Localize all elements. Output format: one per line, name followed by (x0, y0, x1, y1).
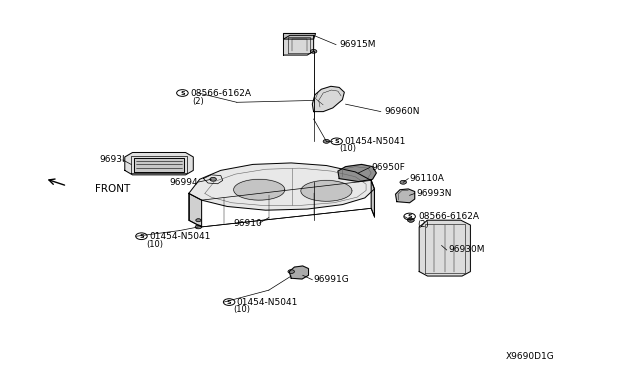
Text: (2): (2) (417, 220, 429, 229)
Text: 96110A: 96110A (410, 174, 444, 183)
Text: (10): (10) (234, 305, 251, 314)
Polygon shape (419, 220, 470, 276)
Polygon shape (289, 266, 308, 279)
Text: 96960N: 96960N (384, 107, 419, 116)
Polygon shape (284, 35, 314, 55)
Text: S: S (180, 90, 185, 96)
Polygon shape (125, 153, 193, 175)
Circle shape (408, 218, 414, 222)
Text: X9690D1G: X9690D1G (506, 352, 554, 361)
Polygon shape (301, 180, 352, 201)
Text: 96930M: 96930M (448, 246, 484, 254)
Text: 08566-6162A: 08566-6162A (418, 212, 479, 221)
Polygon shape (189, 163, 374, 210)
Text: (10): (10) (146, 240, 163, 248)
Polygon shape (134, 158, 184, 172)
Text: 96993N: 96993N (416, 189, 451, 198)
Circle shape (408, 218, 414, 222)
Text: 9693I: 9693I (99, 155, 125, 164)
Polygon shape (189, 193, 202, 227)
Text: 01454-N5041: 01454-N5041 (149, 232, 211, 241)
Text: (2): (2) (192, 97, 204, 106)
Text: 96950F: 96950F (371, 163, 405, 172)
Circle shape (196, 219, 201, 222)
Text: 96994: 96994 (170, 178, 198, 187)
Text: S: S (407, 214, 412, 219)
Circle shape (310, 49, 317, 53)
Circle shape (323, 140, 330, 143)
Circle shape (288, 270, 294, 273)
Text: 01454-N5041: 01454-N5041 (237, 298, 298, 307)
Circle shape (400, 180, 406, 184)
Text: 01454-N5041: 01454-N5041 (344, 137, 406, 146)
Polygon shape (338, 164, 376, 182)
Text: FRONT: FRONT (95, 184, 130, 194)
Circle shape (210, 177, 216, 181)
Polygon shape (312, 86, 344, 112)
Text: S: S (227, 299, 232, 305)
Polygon shape (284, 33, 316, 39)
Polygon shape (396, 189, 415, 203)
Text: 96915M: 96915M (339, 40, 376, 49)
Text: (10): (10) (339, 144, 356, 153)
Text: 08566-6162A: 08566-6162A (191, 89, 252, 97)
Text: S: S (334, 139, 339, 144)
Circle shape (195, 225, 202, 229)
Polygon shape (371, 180, 374, 217)
Text: 96991G: 96991G (314, 275, 349, 284)
Text: S: S (139, 234, 144, 239)
Polygon shape (234, 179, 285, 200)
Text: 96910: 96910 (234, 219, 262, 228)
